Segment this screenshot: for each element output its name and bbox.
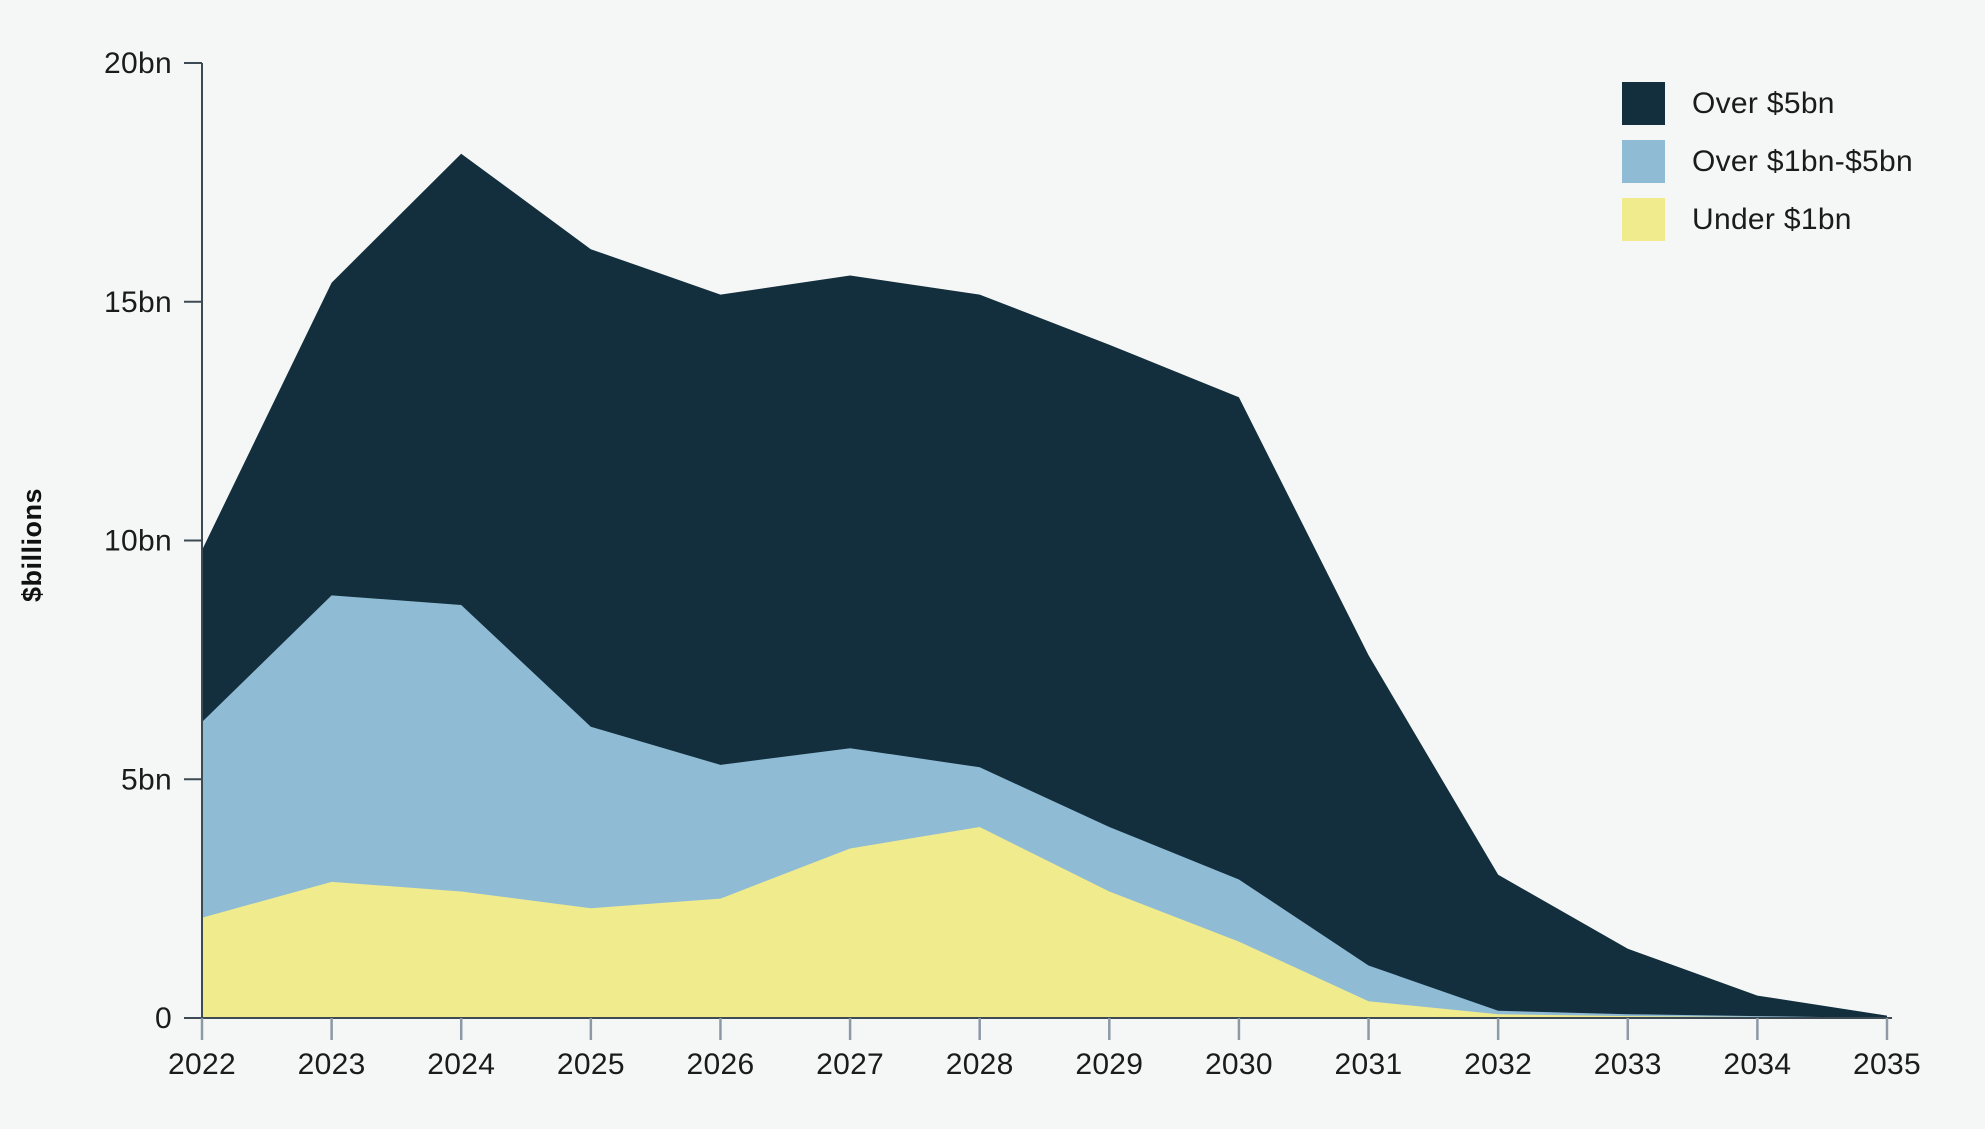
y-tick-label: 10bn xyxy=(104,525,172,558)
x-tick-label: 2033 xyxy=(1594,1048,1662,1081)
x-tick-label: 2024 xyxy=(427,1048,495,1081)
legend-label: Over $1bn-$5bn xyxy=(1692,144,1914,178)
y-tick-label: 0 xyxy=(155,1002,172,1035)
legend-item-over-1bn-5bn: Over $1bn-$5bn xyxy=(1622,140,1913,183)
x-tick-label: 2032 xyxy=(1464,1048,1532,1081)
chart-legend: Over $5bn Over $1bn-$5bn Under $1bn xyxy=(1622,82,1913,241)
legend-swatch-over-1bn-5bn xyxy=(1622,140,1665,183)
legend-swatch-under-1bn xyxy=(1622,198,1665,241)
y-axis-title: $billions xyxy=(17,488,47,602)
area-series-group xyxy=(202,153,1887,1018)
x-tick-label: 2030 xyxy=(1205,1048,1273,1081)
legend-swatch-over-5bn xyxy=(1622,82,1665,125)
axes-group: 0 5bn 10bn 15bn 20bn 2022 2023 2024 2025 2026 2027… xyxy=(104,47,1921,1081)
x-tick-label: 2025 xyxy=(557,1048,625,1081)
legend-label: Over $5bn xyxy=(1692,86,1835,120)
x-tick-label: 2034 xyxy=(1723,1048,1791,1081)
y-tick-label: 15bn xyxy=(104,286,172,319)
legend-label: Under $1bn xyxy=(1692,202,1852,236)
legend-item-under-1bn: Under $1bn xyxy=(1622,198,1913,241)
area-under-1bn xyxy=(202,827,1887,1018)
x-tick-label: 2031 xyxy=(1335,1048,1403,1081)
x-tick-label: 2022 xyxy=(168,1048,236,1081)
y-tick-label: 5bn xyxy=(121,763,172,796)
x-tick-label: 2023 xyxy=(298,1048,366,1081)
x-tick-label: 2027 xyxy=(816,1048,884,1081)
legend-item-over-5bn: Over $5bn xyxy=(1622,82,1913,125)
x-tick-label: 2028 xyxy=(946,1048,1014,1081)
x-tick-label: 2035 xyxy=(1853,1048,1921,1081)
x-tick-label: 2026 xyxy=(686,1048,754,1081)
y-tick-label: 20bn xyxy=(104,47,172,80)
x-tick-label: 2029 xyxy=(1075,1048,1143,1081)
